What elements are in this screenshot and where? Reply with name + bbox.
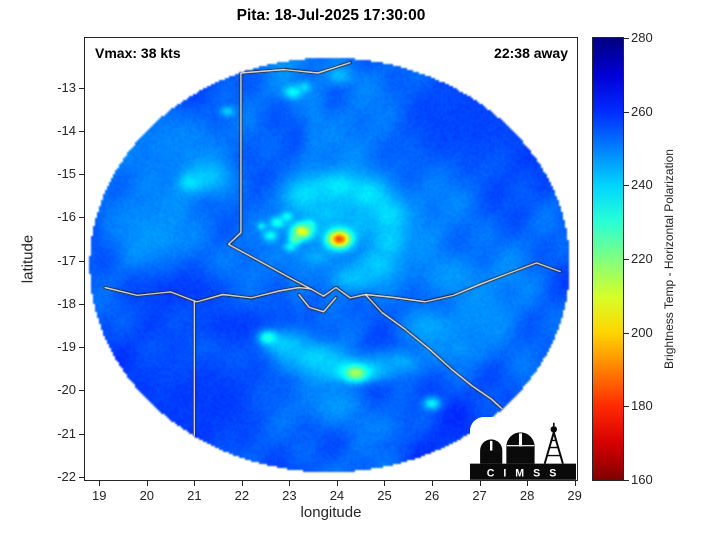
x-tick-label: 26 (424, 488, 440, 503)
x-tick-mark (146, 481, 148, 486)
colorbar-tick-mark (624, 406, 629, 408)
x-tick-label: 22 (234, 488, 250, 503)
x-tick-mark (194, 481, 196, 486)
radio-tower-icon (543, 422, 564, 464)
y-tick-mark (79, 433, 84, 435)
x-tick-label: 25 (377, 488, 392, 503)
x-tick-label: 21 (187, 488, 202, 503)
plot-title: Pita: 18-Jul-2025 17:30:00 (236, 7, 426, 24)
x-tick-mark (289, 481, 291, 486)
y-tick-label: -14 (57, 122, 76, 138)
y-tick-label: -18 (57, 295, 76, 311)
y-tick-label: -17 (57, 252, 76, 268)
colorbar-tick-mark (624, 185, 629, 187)
colorbar-tick-label: 200 (631, 324, 653, 340)
vmax-annotation: Vmax: 38 kts (95, 45, 181, 61)
colorbar-tick-mark (624, 480, 629, 481)
colorbar-tick-label: 180 (631, 398, 653, 414)
y-axis-label: latitude (19, 234, 37, 284)
colorbar-tick-mark (624, 38, 629, 39)
eta-annotation: 22:38 away (494, 45, 568, 61)
x-tick-mark (241, 481, 243, 486)
x-tick-label: 29 (567, 488, 582, 503)
y-tick-mark (79, 390, 84, 392)
y-tick-mark (79, 476, 84, 478)
y-tick-label: -13 (57, 79, 76, 95)
y-tick-mark (79, 174, 84, 176)
x-tick-mark (527, 481, 529, 486)
cimss-logo: C I M S S (470, 417, 576, 480)
colorbar-tick-mark (624, 259, 629, 260)
y-tick-mark (79, 260, 84, 262)
x-tick-mark (479, 481, 481, 486)
y-tick-mark (79, 303, 84, 305)
colorbar (592, 37, 624, 481)
observatory-dome-large-icon (506, 432, 535, 464)
colorbar-tick-mark (624, 111, 629, 113)
x-axis-label: longitude (300, 504, 362, 521)
x-tick-mark (336, 481, 338, 486)
colorbar-tick-label: 160 (631, 472, 653, 487)
plot-area: Vmax: 38 kts 22:38 away (84, 37, 578, 481)
x-tick-label: 28 (519, 488, 535, 503)
x-tick-mark (574, 481, 576, 486)
y-tick-label: -16 (57, 209, 76, 225)
satellite-map-canvas (85, 38, 577, 480)
y-tick-mark (79, 347, 84, 349)
x-tick-label: 23 (282, 488, 297, 503)
x-tick-mark (432, 481, 433, 486)
colorbar-tick-label: 280 (631, 30, 653, 45)
x-tick-mark (99, 481, 101, 486)
x-tick-mark (384, 481, 386, 486)
y-tick-mark (79, 130, 84, 132)
logo-band (470, 463, 576, 480)
y-tick-label: -20 (57, 382, 76, 398)
colorbar-tick-label: 220 (631, 251, 653, 266)
cimss-logo-graphic: C I M S S (470, 417, 576, 480)
x-tick-label: 20 (139, 488, 155, 503)
colorbar-tick-label: 240 (631, 177, 653, 193)
y-tick-mark (79, 87, 84, 89)
x-tick-label: 19 (92, 488, 107, 503)
y-tick-label: -21 (57, 425, 76, 441)
logo-text: C I M S S (487, 467, 560, 479)
colorbar-tick-mark (624, 332, 629, 334)
y-tick-label: -19 (57, 339, 76, 355)
x-tick-label: 24 (329, 488, 345, 503)
x-tick-label: 27 (472, 488, 487, 503)
y-tick-label: -22 (57, 468, 76, 484)
colorbar-tick-label: 260 (631, 103, 653, 119)
y-tick-mark (79, 217, 84, 219)
observatory-dome-small-icon (480, 439, 503, 464)
y-tick-label: -15 (57, 166, 76, 182)
